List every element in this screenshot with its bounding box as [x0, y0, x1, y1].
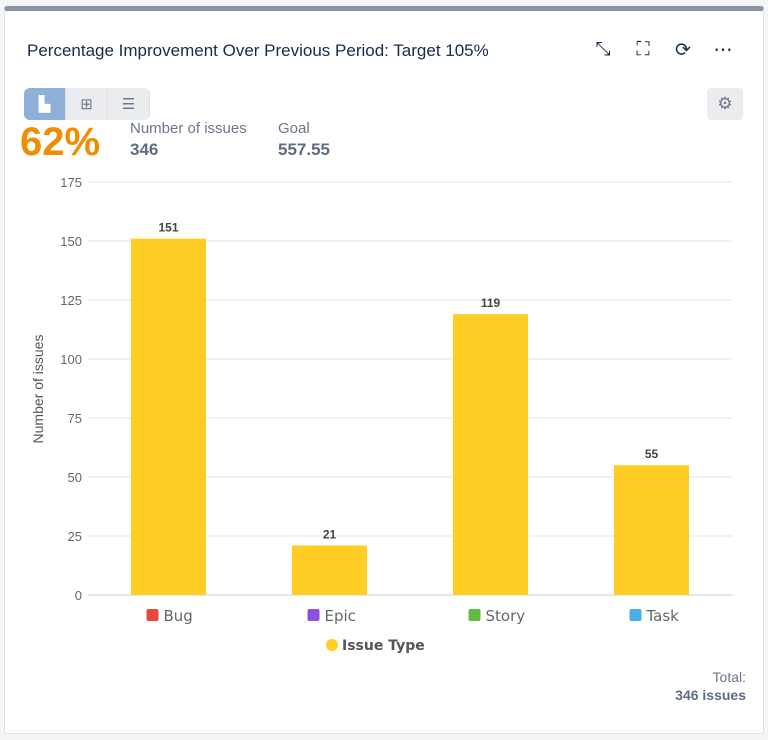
epic-type-icon [307, 609, 320, 621]
y-tick-label: 50 [68, 470, 82, 485]
total: Total: 346 issues [675, 668, 746, 704]
goal-stat: Goal 557.55 [278, 120, 330, 160]
total-label: Total: [712, 669, 746, 685]
bar-story[interactable] [453, 314, 528, 595]
gadget-card: Percentage Improvement Over Previous Per… [4, 6, 764, 734]
total-value: 346 issues [675, 687, 746, 703]
x-tick-label: Story [486, 607, 526, 625]
task-type-icon [629, 609, 642, 621]
y-axis-label: Number of issues [30, 335, 46, 444]
x-tick-label: Bug [164, 607, 193, 625]
chart-view-icon[interactable]: ▙ [24, 88, 66, 120]
y-tick-label: 0 [75, 588, 82, 603]
fullscreen-icon[interactable]: ⛶ [636, 39, 650, 60]
y-tick-label: 125 [60, 293, 82, 308]
y-tick-label: 150 [60, 234, 82, 249]
data-label: 119 [481, 296, 501, 310]
bug-type-icon [146, 609, 159, 621]
gadget-title: Percentage Improvement Over Previous Per… [27, 41, 489, 60]
goal-value: 557.55 [278, 140, 330, 159]
legend-marker[interactable] [326, 639, 338, 651]
legend-label[interactable]: Issue Type [342, 638, 425, 654]
minimize-icon[interactable]: ⤡ [595, 39, 611, 60]
story-type-icon [468, 609, 481, 621]
y-tick-label: 75 [68, 411, 82, 426]
settings-gear-icon[interactable]: ⚙ [707, 88, 743, 120]
bar-epic[interactable] [292, 545, 367, 595]
x-tick-label: Task [646, 607, 680, 625]
y-tick-label: 100 [60, 352, 82, 367]
list-view-icon[interactable]: ☰ [108, 88, 150, 120]
more-icon[interactable]: ⋯ [713, 40, 733, 61]
data-label: 55 [645, 447, 659, 461]
table-view-icon[interactable]: ⊞ [66, 88, 108, 120]
issues-value: 346 [130, 140, 159, 159]
x-tick-label: Epic [325, 607, 356, 625]
y-tick-label: 175 [60, 175, 82, 190]
y-tick-label: 25 [68, 529, 82, 544]
percent-value: 62% [20, 120, 101, 164]
bar-bug[interactable] [131, 238, 206, 595]
goal-label: Goal [278, 120, 310, 137]
data-label: 21 [323, 527, 337, 541]
bar-task[interactable] [614, 465, 689, 595]
data-label: 151 [158, 221, 178, 235]
issues-stat: Number of issues 346 [130, 120, 247, 160]
issues-label: Number of issues [130, 120, 247, 137]
refresh-icon[interactable]: ⟳ [675, 40, 691, 61]
view-switcher: ▙ ⊞ ☰ [24, 88, 150, 120]
